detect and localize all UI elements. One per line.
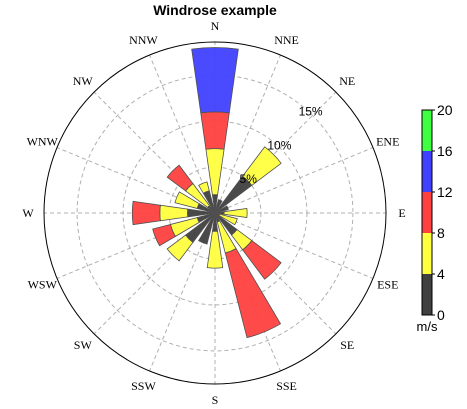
colorbar-segment [422,233,432,274]
colorbar-tick-label: 20 [437,102,453,118]
bar-segment-w-2 [131,200,161,226]
grid-ring [76,74,354,352]
bar-segment-nne-0 [214,199,223,214]
direction-label-ne: NE [339,74,355,88]
direction-label-se: SE [340,338,354,352]
windrose-bars [131,47,282,339]
direction-label-e: E [398,206,405,220]
direction-label-sse: SSE [276,379,297,393]
colorbar-unit: m/s [417,319,438,334]
bar-segment-sw-1 [166,234,194,262]
direction-label-wnw: WNW [27,134,59,148]
direction-label-ssw: SSW [131,379,156,393]
bar-segment-s-1 [206,230,224,269]
colorbar-tick-label: 12 [437,184,453,200]
direction-label-n: N [211,19,220,33]
bar-segment-sse-2 [224,248,282,339]
direction-label-nne: NNE [274,33,299,47]
grid-spoke [214,54,281,214]
direction-label-ese: ESE [377,278,398,292]
bar-segment-se-2 [242,240,282,280]
colorbar-tick-label: 8 [437,225,445,241]
bar-segment-wnw-1 [174,191,200,209]
bar-segment-w-1 [159,204,189,222]
colorbar-segment [422,274,432,315]
bar-segment-ne-1 [242,146,282,186]
colorbar-tick-label: 16 [437,143,453,159]
bar-segment-ese-1 [218,213,238,226]
colorbar-tick-label: 4 [437,266,445,282]
chart-title: Windrose example [153,2,277,18]
outer-circle [43,41,387,385]
bar-segment-nw-2 [166,164,194,192]
radial-tick-label: 15% [299,105,323,119]
direction-label-nnw: NNW [129,33,158,47]
grid-spoke [214,212,374,279]
direction-label-sw: SW [74,338,93,352]
bar-segment-ssw-0 [198,212,216,245]
radial-tick-label: 5% [240,172,258,186]
direction-label-wsw: WSW [28,278,58,292]
colorbar-tick-label: 0 [437,307,445,323]
grid-spoke [214,147,374,214]
bar-segment-nnw-1 [198,181,210,194]
colorbar-segment [422,192,432,233]
direction-label-ene: ENE [376,134,399,148]
direction-label-w: W [22,206,34,220]
colorbar-border [421,109,433,316]
bar-segment-wsw-2 [152,223,176,247]
bar-segment-n-2 [200,111,230,150]
radial-tick-label: 10% [267,138,291,152]
bar-segment-e-1 [223,208,248,218]
colorbar-segment [422,151,432,192]
colorbar: 0 4 8 12 16 20 m/s [417,102,453,334]
direction-label-nw: NW [73,74,94,88]
bar-segment-n-3 [191,47,239,114]
direction-labels: N NNE NE ENE E ESE SE SSE S SSW SW WSW W WNW NW NNW [22,19,405,407]
direction-label-s: S [212,393,219,407]
colorbar-segment [422,110,432,151]
radial-tick-labels: 5% 10% 15% [240,105,323,187]
bar-segment-ene-0 [214,205,229,214]
